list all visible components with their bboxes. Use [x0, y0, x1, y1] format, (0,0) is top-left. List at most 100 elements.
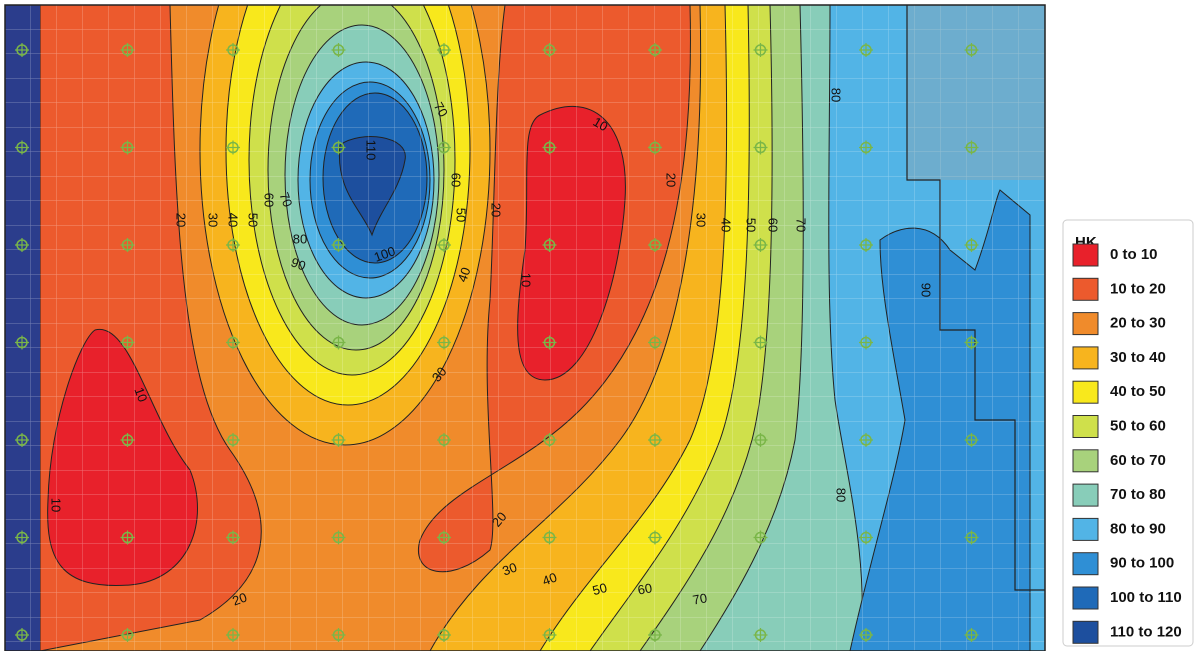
- contour-label: 40: [454, 265, 473, 284]
- observation-well: [964, 238, 979, 252]
- observation-well: [542, 335, 557, 350]
- contour-label: 10: [131, 385, 150, 404]
- contour-label: 20: [664, 173, 679, 187]
- contour-label: 70: [794, 218, 809, 232]
- contour-label: 10: [591, 114, 611, 134]
- observation-well: [437, 140, 451, 155]
- contour-label: 50: [246, 213, 261, 227]
- observation-well: [964, 43, 979, 57]
- legend-swatch: [1072, 483, 1099, 507]
- observation-well: [753, 140, 768, 155]
- observation-well: [859, 433, 873, 447]
- legend-label: 60 to 70: [1110, 452, 1166, 469]
- observation-well: [120, 530, 135, 545]
- observation-well: [120, 628, 135, 642]
- observation-well: [226, 43, 240, 57]
- legend-swatch: [1072, 277, 1099, 301]
- observation-well: [331, 43, 346, 57]
- inactive-area: [907, 5, 1045, 180]
- legend-label: 10 to 20: [1110, 280, 1166, 297]
- observation-well: [753, 530, 768, 545]
- observation-well: [437, 238, 451, 252]
- contour-label: 40: [719, 218, 734, 232]
- legend-swatch: [1072, 449, 1099, 473]
- contour-label: 10: [49, 498, 64, 512]
- observation-well: [437, 433, 451, 447]
- observation-well: [15, 335, 29, 350]
- contour-label: 10: [519, 273, 534, 287]
- observation-well: [120, 140, 135, 155]
- observation-well: [226, 433, 240, 447]
- observation-well: [753, 43, 768, 57]
- legend-swatch: [1072, 380, 1099, 404]
- legend-swatch: [1072, 312, 1099, 336]
- observation-well: [648, 530, 662, 545]
- contour-label: 50: [591, 580, 609, 598]
- contour-label: 80: [834, 488, 849, 502]
- observation-well: [648, 140, 662, 155]
- legend-swatch: [1072, 586, 1099, 610]
- contour-label: 110: [364, 140, 379, 161]
- observation-well: [437, 43, 451, 57]
- contour-label: 20: [230, 589, 249, 608]
- contour-label: 80: [829, 88, 844, 102]
- observation-well: [648, 628, 662, 642]
- observation-well: [859, 140, 873, 155]
- observation-well: [120, 238, 135, 252]
- observation-well: [542, 140, 557, 155]
- observation-well: [648, 335, 662, 350]
- contour-label: 70: [431, 99, 451, 119]
- observation-well: [648, 238, 662, 252]
- observation-well: [859, 335, 873, 350]
- observation-well: [15, 140, 29, 155]
- observation-well: [964, 140, 979, 155]
- observation-well: [859, 238, 873, 252]
- contour-label: 70: [276, 190, 295, 209]
- map-border: [4, 4, 1046, 651]
- observation-well: [648, 43, 662, 57]
- contour-label: 40: [226, 213, 241, 227]
- observation-well: [120, 43, 135, 57]
- observation-well: [331, 433, 346, 447]
- observation-well: [331, 238, 346, 252]
- observation-well: [437, 530, 451, 545]
- contour-label: 30: [694, 213, 709, 227]
- contour-label: 90: [919, 283, 934, 297]
- observation-well: [542, 530, 557, 545]
- contour-label: 30: [206, 213, 221, 227]
- legend-swatch: [1072, 620, 1099, 644]
- boundary-line: [906, 5, 1045, 591]
- contour-label: 60: [636, 580, 653, 597]
- observation-well: [120, 433, 135, 447]
- legend-label: 80 to 90: [1110, 520, 1166, 537]
- contour-label: 30: [500, 559, 519, 578]
- observation-well: [753, 433, 768, 447]
- observation-well: [859, 43, 873, 57]
- legend-swatch: [1072, 346, 1099, 370]
- observation-well: [542, 433, 557, 447]
- observation-well: [753, 238, 768, 252]
- legend-label: 20 to 30: [1110, 315, 1166, 332]
- observation-well: [331, 335, 346, 350]
- legend-label: 0 to 10: [1110, 246, 1158, 263]
- observation-well: [331, 628, 346, 642]
- observation-well: [226, 530, 240, 545]
- observation-well: [542, 43, 557, 57]
- contour-label: 50: [744, 218, 759, 232]
- observation-well: [964, 433, 979, 447]
- legend-label: 40 to 50: [1110, 383, 1166, 400]
- contour-label: 60: [449, 173, 464, 187]
- observation-well: [964, 628, 979, 642]
- observation-well: [437, 335, 451, 350]
- legend-swatch: [1072, 243, 1099, 267]
- observation-well: [15, 530, 29, 545]
- observation-well: [437, 628, 451, 642]
- legend-label: 30 to 40: [1110, 349, 1166, 366]
- legend-label: 70 to 80: [1110, 486, 1166, 503]
- observation-well: [753, 335, 768, 350]
- observation-well: [15, 238, 29, 252]
- observation-well: [226, 238, 240, 252]
- observation-well: [226, 140, 240, 155]
